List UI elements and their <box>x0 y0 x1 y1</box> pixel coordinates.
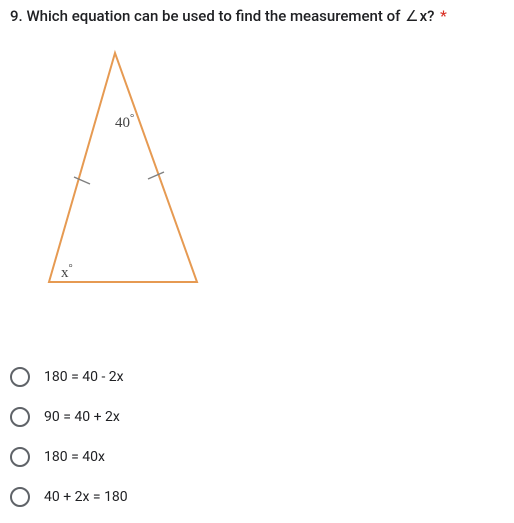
required-asterisk: * <box>440 7 447 25</box>
options-group: 180 = 40 - 2x 90 = 40 + 2x 180 = 40x 40 … <box>10 357 504 517</box>
angle-symbol: ∠ <box>405 6 418 27</box>
option-label: 40 + 2x = 180 <box>44 489 128 505</box>
radio-icon <box>10 487 30 507</box>
option-label: 180 = 40 - 2x <box>44 369 124 385</box>
question-number: 9. <box>10 7 23 25</box>
option-label: 180 = 40x <box>44 449 105 465</box>
option-4[interactable]: 40 + 2x = 180 <box>10 477 504 517</box>
apex-angle-label: 40° <box>115 113 134 132</box>
triangle-shape <box>49 53 197 282</box>
left-tick-mark <box>74 177 90 184</box>
radio-icon <box>10 447 30 467</box>
right-tick-mark <box>148 172 164 179</box>
question-body-before: Which equation can be used to find the m… <box>26 7 404 25</box>
option-label: 90 = 40 + 2x <box>44 409 120 425</box>
radio-icon <box>10 367 30 387</box>
option-3[interactable]: 180 = 40x <box>10 437 504 477</box>
question-body-after: x? <box>420 7 435 25</box>
triangle-figure: 40° x° <box>35 47 215 307</box>
radio-icon <box>10 407 30 427</box>
question-text: 9. Which equation can be used to find th… <box>10 6 504 27</box>
option-1[interactable]: 180 = 40 - 2x <box>10 357 504 397</box>
option-2[interactable]: 90 = 40 + 2x <box>10 397 504 437</box>
base-angle-label: x° <box>61 263 73 282</box>
